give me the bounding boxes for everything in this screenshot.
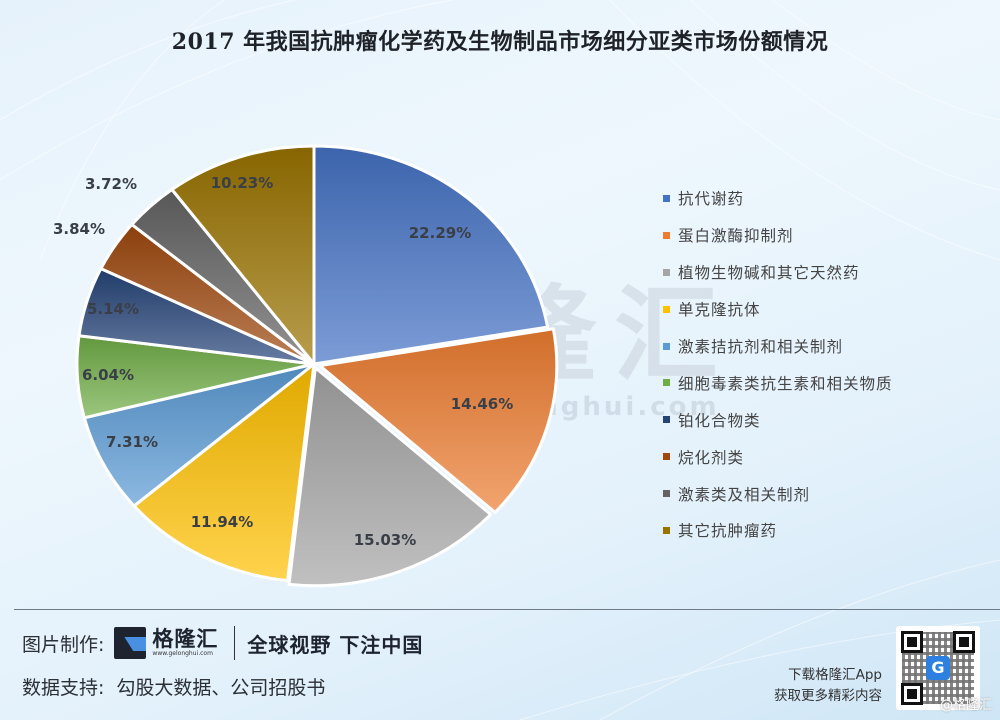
logo-separator <box>234 626 236 660</box>
made-by-label: 图片制作: <box>22 633 105 656</box>
legend-item: 植物生物碱和其它天然药 <box>663 254 893 291</box>
legend-label: 其它抗肿瘤药 <box>678 522 778 541</box>
qr-logo-icon: G <box>926 656 950 680</box>
app-download-line1: 下载格隆汇App <box>788 667 882 683</box>
slogan: 全球视野 下注中国 <box>247 632 424 657</box>
footer-divider <box>14 609 1000 610</box>
logo-text: 格隆汇 www.gelonghui.com <box>152 628 218 658</box>
legend-item: 细胞毒素类抗生素和相关物质 <box>663 364 893 401</box>
pie-slice <box>318 327 559 514</box>
pie-slice <box>132 362 316 583</box>
legend-label: 植物生物碱和其它天然药 <box>678 264 860 283</box>
pie-slice <box>82 362 316 508</box>
data-source-label: 数据支持: <box>22 677 105 699</box>
slice-value-label: 11.94% <box>191 513 253 531</box>
pie-slice <box>287 366 493 588</box>
legend-item: 蛋白激酶抑制剂 <box>663 217 893 254</box>
pie-slice <box>170 144 316 366</box>
legend-label: 烷化剂类 <box>678 448 745 467</box>
legend-swatch-icon <box>663 268 670 276</box>
image-credit: @格隆汇 <box>939 698 992 713</box>
qr-code[interactable]: G <box>896 626 980 710</box>
qr-finder-icon <box>901 683 923 705</box>
legend-item: 铂化合物类 <box>663 401 893 438</box>
slice-value-label: 15.03% <box>354 531 416 549</box>
legend-label: 抗代谢药 <box>678 190 745 209</box>
pie-chart: 22.29% 14.46% 15.03% 11.94% 7.31% 6.04% 5.14% 3… <box>53 144 559 588</box>
logo-name: 格隆汇 <box>152 627 219 651</box>
legend-swatch-icon <box>663 416 670 424</box>
app-download-text: 下载格隆汇App 获取更多精彩内容 <box>774 665 882 707</box>
slice-value-label: 6.04% <box>82 366 134 384</box>
legend-label: 细胞毒素类抗生素和相关物质 <box>678 374 893 393</box>
legend-label: 铂化合物类 <box>678 411 761 430</box>
legend-swatch-icon <box>663 453 670 461</box>
legend-label: 单克隆抗体 <box>678 301 761 320</box>
app-download-line2: 获取更多精彩内容 <box>774 688 882 704</box>
legend-item: 抗代谢药 <box>663 180 893 217</box>
pie-slice <box>312 144 550 366</box>
slice-value-label: 3.72% <box>85 175 137 193</box>
qr-finder-icon <box>953 631 975 653</box>
legend-label: 激素类及相关制剂 <box>678 485 811 504</box>
legend-swatch-icon <box>663 526 670 534</box>
slice-value-label: 3.84% <box>53 220 105 238</box>
legend-swatch-icon <box>663 305 670 313</box>
legend-swatch-icon <box>663 379 670 387</box>
legend-item: 激素拮抗剂和相关制剂 <box>663 328 893 365</box>
legend-swatch-icon <box>663 194 670 202</box>
legend-swatch-icon <box>663 490 670 498</box>
legend-item: 烷化剂类 <box>663 438 893 475</box>
legend-item: 其它抗肿瘤药 <box>663 512 893 549</box>
legend-label: 蛋白激酶抑制剂 <box>678 227 794 246</box>
legend-swatch-icon <box>663 231 670 239</box>
legend-swatch-icon <box>663 342 670 350</box>
qr-finder-icon <box>901 631 923 653</box>
legend-label: 激素拮抗剂和相关制剂 <box>678 338 844 356</box>
chart-title: 2017 年我国抗肿瘤化学药及生物制品市场细分亚类市场份额情况 <box>171 29 829 55</box>
legend-item: 激素类及相关制剂 <box>663 475 893 512</box>
chart-legend: 抗代谢药蛋白激酶抑制剂植物生物碱和其它天然药 单克隆抗体激素拮抗剂和相关制剂细胞毒… <box>663 180 893 549</box>
logo-url: www.gelonghui.com <box>152 650 213 657</box>
slice-value-label: 5.14% <box>87 300 139 318</box>
legend-item: 单克隆抗体 <box>663 291 893 328</box>
slice-value-label: 10.23% <box>211 174 273 192</box>
gelonghui-logo-icon <box>114 627 147 659</box>
slice-value-label: 7.31% <box>106 433 158 451</box>
data-source-value: 勾股大数据、公司招股书 <box>116 677 326 699</box>
slice-value-label: 22.29% <box>409 224 471 242</box>
footer-made-by: 图片制作: 格隆汇 www.gelonghui.com 全球视野 下注中国 <box>22 626 423 660</box>
slice-value-label: 14.46% <box>451 395 513 413</box>
footer-data-source: 数据支持: 勾股大数据、公司招股书 <box>22 673 325 700</box>
